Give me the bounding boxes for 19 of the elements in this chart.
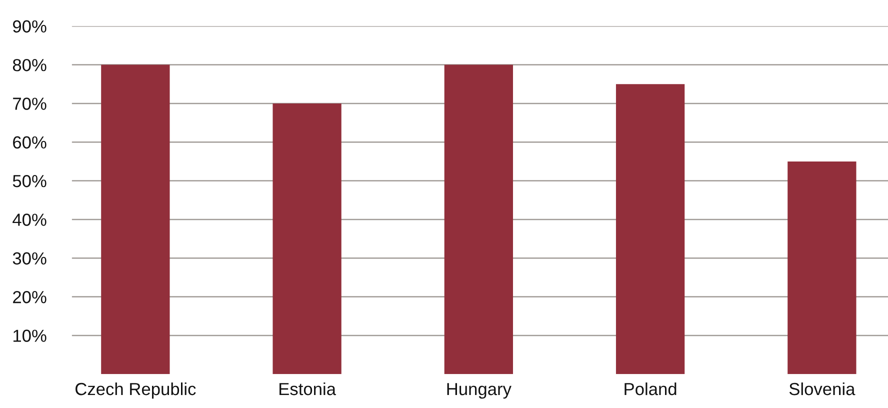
x-tick-label: Slovenia <box>789 382 856 396</box>
y-tick-label: 70% <box>13 98 46 110</box>
bar <box>616 84 685 374</box>
y-tick-label: 40% <box>12 214 46 226</box>
y-tick-label: 60% <box>13 136 46 149</box>
y-tick-label: 80% <box>12 58 46 72</box>
y-tick-label: 30% <box>12 252 46 265</box>
bar <box>444 64 513 374</box>
x-tick-label: Czech Republic <box>76 382 196 399</box>
bar <box>101 64 170 374</box>
x-tick-label: Poland <box>624 382 676 396</box>
x-tick-label: Hungary <box>447 383 512 399</box>
y-tick-label: 10% <box>14 330 46 342</box>
y-tick-label: 50% <box>12 174 46 188</box>
bar <box>788 161 856 374</box>
bar <box>272 103 342 374</box>
x-tick-label: Estonia <box>280 382 336 396</box>
y-tick-label: 20% <box>13 290 46 304</box>
y-tick-label: 90% <box>12 20 46 33</box>
